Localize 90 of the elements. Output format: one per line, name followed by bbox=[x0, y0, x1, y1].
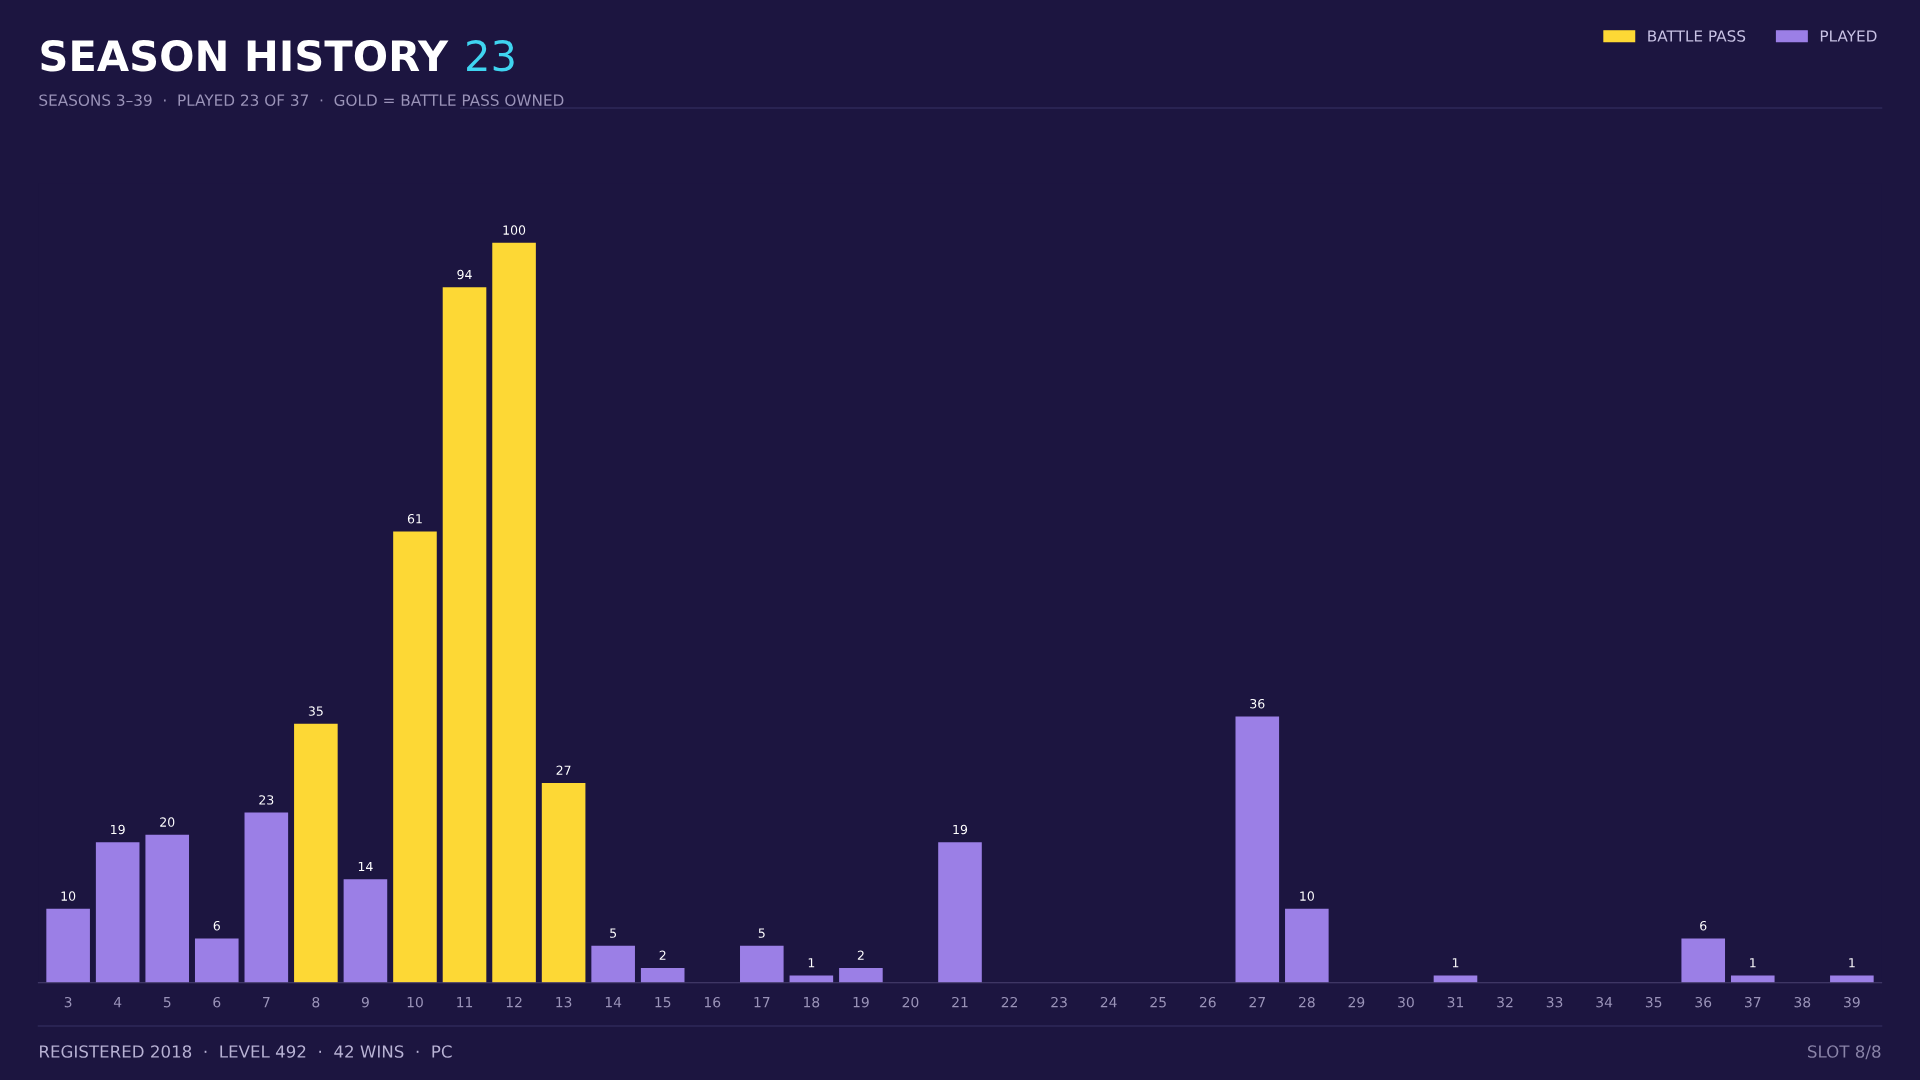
data-label: 10 bbox=[61, 891, 76, 901]
data-label: 19 bbox=[111, 824, 125, 835]
bar bbox=[46, 908, 90, 983]
x-tick-label: 34 bbox=[1596, 996, 1613, 1008]
x-tick-label: 19 bbox=[853, 996, 869, 1008]
x-tick-label: 33 bbox=[1546, 996, 1563, 1008]
data-label: 10 bbox=[1300, 891, 1314, 901]
x-tick-label: 37 bbox=[1745, 996, 1761, 1008]
data-label: 1 bbox=[1849, 958, 1855, 968]
x-tick-label: 8 bbox=[312, 996, 320, 1008]
text: SLOT 8/8 bbox=[1808, 1045, 1881, 1060]
x-tick-label: 23 bbox=[1051, 996, 1067, 1008]
x-tick-label: 17 bbox=[754, 997, 770, 1008]
x-tick-label: 29 bbox=[1348, 996, 1365, 1008]
x-tick-label: 26 bbox=[1199, 996, 1216, 1008]
bar bbox=[95, 842, 140, 983]
bar bbox=[393, 531, 437, 983]
data-label: 100 bbox=[503, 225, 526, 235]
bar bbox=[442, 287, 487, 983]
bar bbox=[145, 834, 190, 983]
bar bbox=[244, 812, 289, 983]
x-tick-label: 11 bbox=[457, 997, 473, 1008]
x-tick-label: 27 bbox=[1249, 996, 1265, 1008]
x-tick-label: 35 bbox=[1645, 996, 1662, 1008]
bar bbox=[1730, 975, 1775, 983]
x-tick-label: 20 bbox=[902, 996, 919, 1008]
bar bbox=[194, 938, 239, 983]
data-label: 14 bbox=[358, 861, 373, 872]
x-tick-label: 28 bbox=[1299, 996, 1315, 1008]
data-label: 2 bbox=[857, 950, 864, 960]
data-label: 27 bbox=[556, 765, 571, 775]
legend-label: PLAYED bbox=[1820, 30, 1877, 42]
x-tick-label: 24 bbox=[1100, 996, 1117, 1008]
bar bbox=[1433, 975, 1478, 983]
bar bbox=[492, 242, 536, 983]
chart-subtitle: SEASONS 3–39 · PLAYED 23 OF 37 · GOLD = BATTLE PASS OWNED bbox=[39, 94, 564, 106]
x-tick-label: 25 bbox=[1150, 996, 1166, 1008]
data-label: 23 bbox=[259, 795, 274, 805]
x-tick-label: 32 bbox=[1497, 996, 1513, 1008]
x-tick-label: 4 bbox=[113, 997, 122, 1008]
data-label: 6 bbox=[213, 920, 220, 931]
x-tick-label: 5 bbox=[163, 997, 171, 1008]
bar bbox=[740, 945, 784, 983]
x-tick-label: 7 bbox=[263, 997, 270, 1008]
data-label: 2 bbox=[659, 950, 666, 960]
bar bbox=[1830, 975, 1874, 983]
x-tick-label: 38 bbox=[1794, 996, 1811, 1008]
bar bbox=[541, 783, 586, 983]
x-tick-label: 10 bbox=[407, 996, 423, 1008]
bar bbox=[1285, 908, 1329, 983]
x-tick-label: 36 bbox=[1695, 996, 1712, 1008]
data-label: 20 bbox=[160, 817, 175, 827]
x-tick-label: 12 bbox=[506, 996, 522, 1008]
x-tick-label: 9 bbox=[361, 996, 369, 1008]
bar bbox=[640, 968, 685, 983]
data-label: 1 bbox=[808, 958, 815, 968]
data-label: 35 bbox=[308, 706, 323, 716]
x-tick-label: 13 bbox=[556, 996, 572, 1008]
x-tick-label: 18 bbox=[804, 996, 820, 1008]
data-label: 61 bbox=[407, 513, 422, 524]
bar bbox=[938, 842, 982, 983]
text: REGISTERED 2018 · LEVEL 492 · 42 WINS · PC bbox=[40, 1045, 452, 1058]
x-tick-label: 14 bbox=[605, 997, 622, 1008]
data-label: 94 bbox=[457, 269, 472, 280]
data-label: 36 bbox=[1250, 698, 1265, 709]
chart-title: SEASON HISTORY bbox=[41, 39, 449, 72]
text: 23 bbox=[467, 39, 514, 72]
data-label: 5 bbox=[610, 928, 617, 938]
x-tick-label: 15 bbox=[655, 997, 671, 1008]
x-tick-label: 22 bbox=[1001, 996, 1017, 1008]
legend-label: BATTLE PASS bbox=[1648, 30, 1746, 42]
x-tick-label: 31 bbox=[1447, 996, 1464, 1008]
bar bbox=[294, 723, 338, 983]
x-tick-label: 16 bbox=[704, 996, 721, 1008]
data-label: 6 bbox=[1700, 920, 1707, 931]
x-tick-label: 21 bbox=[952, 996, 968, 1008]
data-label: 1 bbox=[1750, 958, 1756, 968]
x-tick-label: 3 bbox=[64, 996, 72, 1008]
bar bbox=[591, 945, 635, 983]
x-tick-label: 6 bbox=[213, 996, 221, 1008]
bar bbox=[1681, 938, 1726, 983]
x-tick-label: 30 bbox=[1398, 996, 1414, 1008]
bar bbox=[839, 968, 883, 983]
data-label: 19 bbox=[953, 824, 968, 835]
bar bbox=[343, 879, 388, 983]
data-label: 5 bbox=[758, 928, 765, 938]
x-tick-label: 39 bbox=[1844, 996, 1860, 1008]
bar bbox=[1235, 716, 1280, 983]
bar bbox=[789, 975, 834, 983]
data-label: 1 bbox=[1452, 958, 1459, 968]
